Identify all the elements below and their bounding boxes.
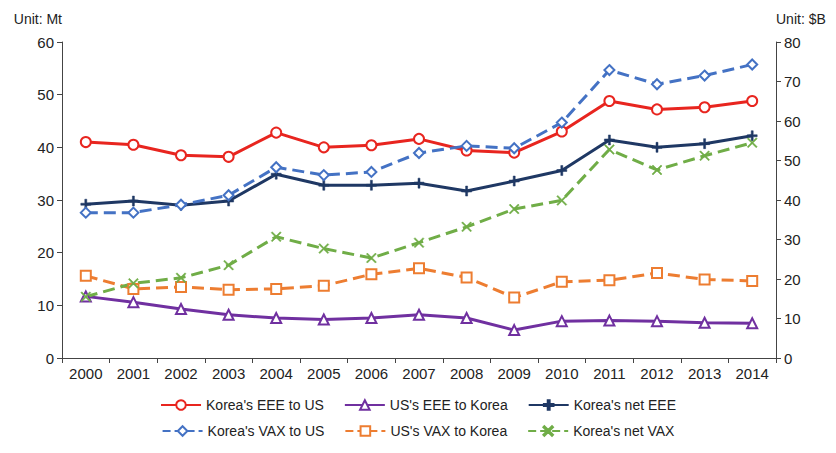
svg-text:20: 20: [37, 244, 54, 261]
svg-text:60: 60: [784, 113, 801, 130]
svg-text:30: 30: [37, 192, 54, 209]
svg-text:70: 70: [784, 73, 801, 90]
svg-text:20: 20: [784, 271, 801, 288]
svg-text:Korea's EEE to US: Korea's EEE to US: [206, 397, 324, 413]
svg-text:2003: 2003: [212, 365, 245, 382]
svg-text:2004: 2004: [260, 365, 293, 382]
svg-text:40: 40: [784, 192, 801, 209]
svg-text:2005: 2005: [307, 365, 340, 382]
svg-text:2010: 2010: [545, 365, 578, 382]
svg-text:2009: 2009: [498, 365, 531, 382]
svg-text:2012: 2012: [640, 365, 673, 382]
svg-text:40: 40: [37, 139, 54, 156]
svg-text:Korea's net EEE: Korea's net EEE: [574, 397, 676, 413]
svg-text:Korea's VAX to US: Korea's VAX to US: [208, 423, 325, 439]
svg-text:30: 30: [784, 231, 801, 248]
svg-text:2008: 2008: [450, 365, 483, 382]
svg-text:80: 80: [784, 34, 801, 51]
svg-text:Unit: $B: Unit: $B: [776, 11, 826, 27]
svg-text:US's EEE to Korea: US's EEE to Korea: [390, 397, 508, 413]
svg-text:10: 10: [784, 310, 801, 327]
svg-text:2011: 2011: [593, 365, 625, 382]
svg-text:50: 50: [784, 152, 801, 169]
svg-text:2007: 2007: [402, 365, 435, 382]
svg-text:2013: 2013: [688, 365, 721, 382]
svg-text:2006: 2006: [355, 365, 388, 382]
svg-text:2014: 2014: [736, 365, 769, 382]
svg-text:50: 50: [37, 86, 54, 103]
svg-text:Unit: Mt: Unit: Mt: [14, 11, 62, 27]
svg-text:0: 0: [784, 350, 792, 367]
svg-text:2001: 2001: [117, 365, 150, 382]
svg-text:US's VAX to Korea: US's VAX to Korea: [390, 423, 507, 439]
svg-text:0: 0: [46, 350, 54, 367]
svg-text:60: 60: [37, 34, 54, 51]
svg-text:2000: 2000: [69, 365, 102, 382]
svg-text:2002: 2002: [164, 365, 197, 382]
svg-text:Korea's net VAX: Korea's net VAX: [573, 423, 675, 439]
svg-text:10: 10: [37, 297, 54, 314]
